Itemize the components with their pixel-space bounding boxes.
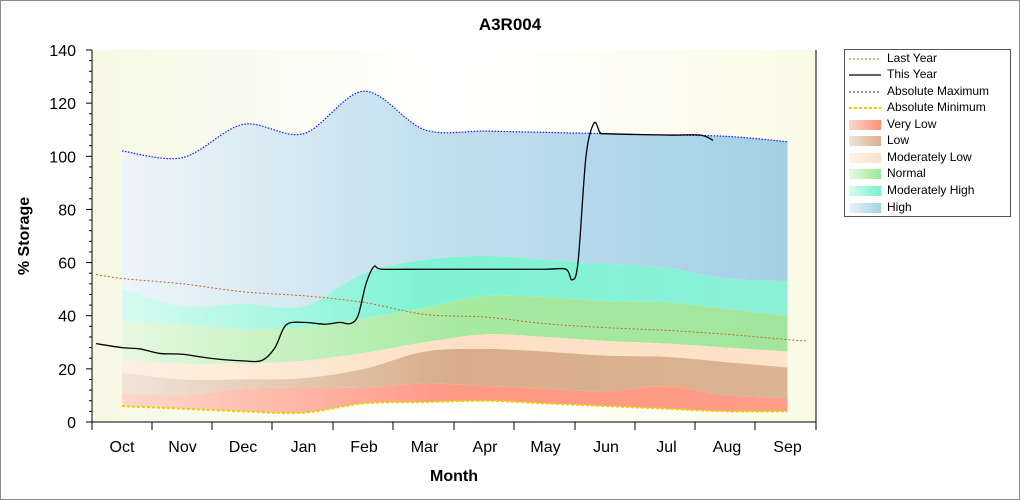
legend-item-absolute-maximum: Absolute Maximum [845, 84, 1010, 100]
x-tick-label: Mar [411, 439, 439, 456]
normal-band [122, 295, 788, 364]
legend-item-last-year: Last Year [845, 51, 1010, 67]
legend-label: Low [887, 133, 910, 147]
absolute-maximum-swatch [849, 91, 881, 93]
legend-item-absolute-minimum: Absolute Minimum [845, 100, 1010, 116]
y-tick-label: 100 [49, 149, 76, 166]
low-swatch [849, 136, 881, 146]
normal-swatch [849, 169, 881, 179]
legend-label: Very Low [887, 117, 937, 131]
last-year-line [95, 274, 807, 342]
moderately-high-swatch [849, 186, 881, 196]
high-swatch [849, 203, 881, 213]
legend-item-this-year: This Year [845, 67, 1010, 83]
absolute-minimum-line [121, 399, 788, 415]
very-low-band [122, 383, 788, 414]
y-tick-label: 120 [49, 96, 76, 113]
legend-label: Absolute Minimum [887, 100, 986, 114]
x-tick-label: Jul [656, 439, 676, 456]
legend-item-very-low: Very Low [845, 117, 1010, 133]
y-ticks: 0 20 40 60 80 100 120 140 [49, 43, 92, 432]
legend-item-moderately-high: Moderately High [845, 183, 1010, 199]
legend-label: This Year [887, 67, 938, 81]
low-band [122, 348, 788, 399]
x-tick-label: Aug [713, 439, 741, 456]
x-tick-label: Dec [229, 439, 257, 456]
legend-label: Moderately High [887, 183, 975, 197]
legend-label: Last Year [887, 51, 938, 65]
very-low-swatch [849, 120, 881, 130]
x-tick-label: Sep [773, 439, 802, 456]
x-axis-label: Month [430, 468, 478, 485]
high-band [122, 91, 788, 309]
x-tick-label: Apr [473, 439, 499, 456]
x-ticks: Oct Nov Dec Jan Feb Mar Apr May Jun Jul Aug Sep [91, 422, 817, 456]
y-tick-label: 80 [58, 202, 76, 219]
legend-label: Absolute Maximum [887, 84, 990, 98]
y-axis-label: % Storage [16, 197, 33, 275]
legend: Last Year This Year Absolute Maximum Abs… [844, 49, 1011, 217]
legend-label: High [887, 200, 912, 214]
absolute-minimum-swatch [849, 107, 881, 109]
x-tick-label: Feb [350, 439, 378, 456]
legend-item-moderately-low: Moderately Low [845, 150, 1010, 166]
moderately-high-band [122, 255, 788, 330]
y-tick-label: 40 [58, 309, 76, 326]
this-year-swatch [849, 74, 881, 76]
this-year-line [95, 121, 714, 363]
x-tick-label: Jan [291, 439, 317, 456]
y-tick-label: 20 [58, 362, 76, 379]
legend-label: Moderately Low [887, 150, 972, 164]
x-tick-label: Jun [593, 439, 619, 456]
moderately-low-band [122, 334, 788, 381]
x-tick-label: Nov [168, 439, 196, 456]
y-tick-label: 0 [67, 415, 76, 432]
moderately-low-swatch [849, 153, 881, 163]
legend-item-high: High [845, 200, 1010, 216]
percentile-bands [122, 91, 788, 414]
series-lines [95, 90, 807, 415]
last-year-swatch [849, 58, 881, 60]
x-tick-label: Oct [110, 439, 135, 456]
y-tick-label: 140 [49, 43, 76, 60]
chart-title: A3R004 [479, 15, 542, 34]
legend-item-low: Low [845, 133, 1010, 149]
x-tick-label: May [530, 439, 560, 456]
legend-item-normal: Normal [845, 166, 1010, 182]
y-tick-label: 60 [58, 256, 76, 273]
legend-label: Normal [887, 166, 926, 180]
